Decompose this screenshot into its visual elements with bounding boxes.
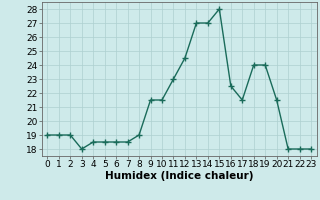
- X-axis label: Humidex (Indice chaleur): Humidex (Indice chaleur): [105, 171, 253, 181]
